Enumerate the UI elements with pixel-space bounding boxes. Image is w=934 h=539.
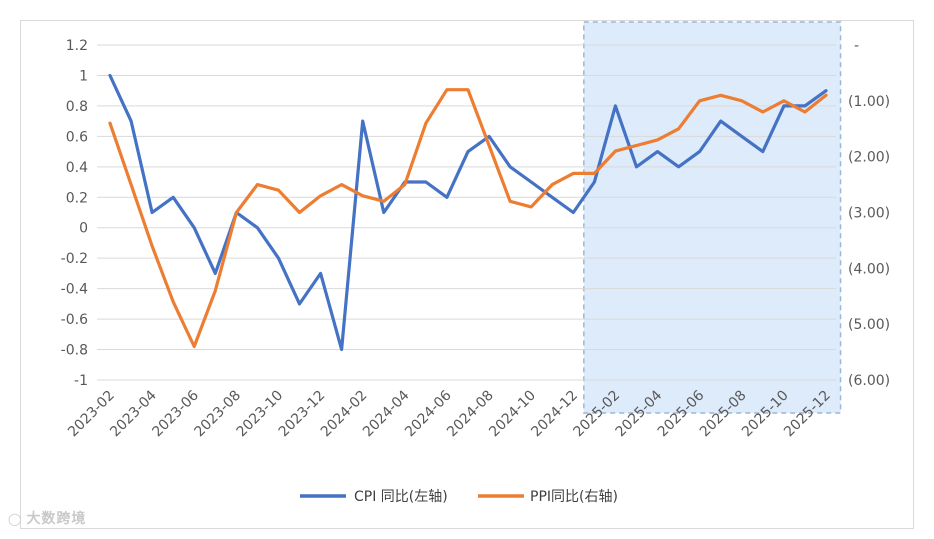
left-axis-tick-label: 0.6 xyxy=(66,129,88,145)
left-axis-tick-label: -0.6 xyxy=(61,312,88,328)
right-axis-tick-label: (3.00) xyxy=(848,206,890,222)
right-axis-tick-label: (1.00) xyxy=(848,94,890,110)
left-axis-tick-label: 1.2 xyxy=(66,38,88,54)
left-axis-tick-label: -1 xyxy=(74,373,88,389)
watermark-text: 大数跨境 xyxy=(26,511,87,527)
left-axis-tick-label: 0.8 xyxy=(66,99,88,115)
left-axis-tick-label: 1 xyxy=(79,68,88,84)
highlight-region xyxy=(583,21,842,414)
watermark: ◯ 大数跨境 xyxy=(8,508,86,528)
left-axis-tick-label: -0.2 xyxy=(61,251,88,267)
left-axis-tick-label: 0 xyxy=(79,221,88,237)
right-axis-tick-label: (4.00) xyxy=(848,261,890,277)
left-axis-tick-label: -0.8 xyxy=(61,343,88,359)
right-axis-tick-label: (6.00) xyxy=(848,373,890,389)
legend-label: PPI同比(右轴) xyxy=(530,489,618,505)
left-axis-tick-label: 0.2 xyxy=(66,190,88,206)
left-axis-tick-label: 0.4 xyxy=(66,160,88,176)
legend-label: CPI 同比(左轴) xyxy=(354,489,448,505)
logo-icon: ◯ xyxy=(8,512,23,526)
left-axis-tick-label: -0.4 xyxy=(61,282,88,298)
right-axis-tick-label: (5.00) xyxy=(848,317,890,333)
right-axis-tick-label: (2.00) xyxy=(848,150,890,166)
right-axis-tick-label: - xyxy=(854,38,859,54)
series-line-ppi xyxy=(108,88,828,349)
